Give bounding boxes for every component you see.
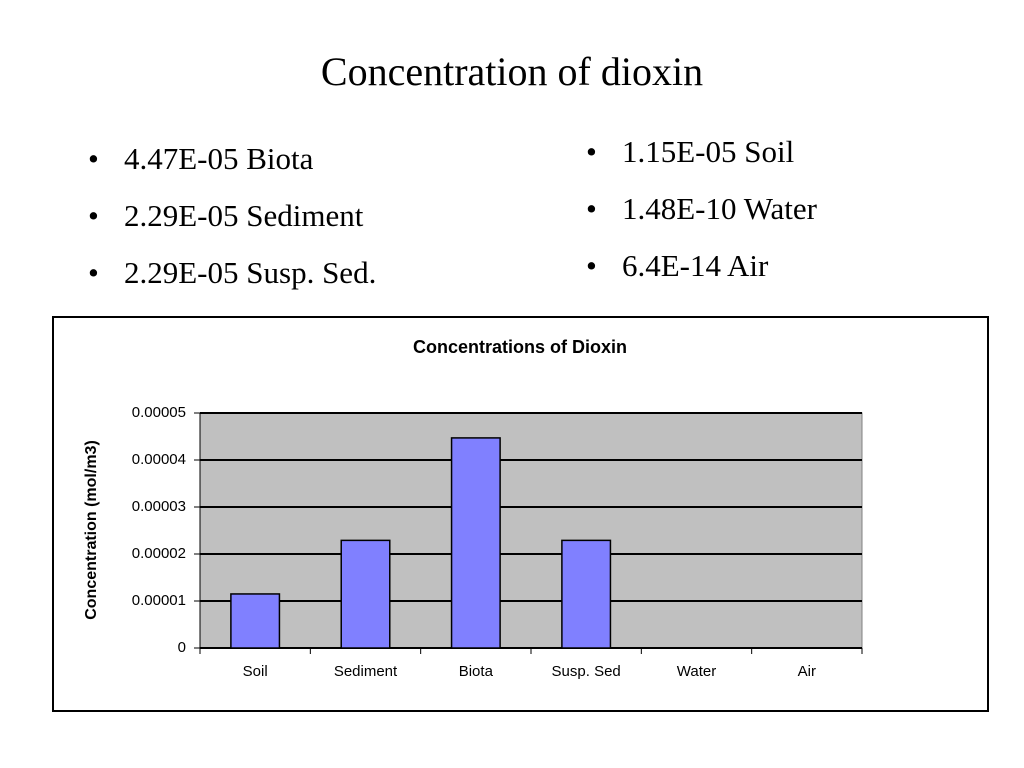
plot-area — [199, 412, 863, 649]
bar — [340, 539, 391, 649]
y-tick-label: 0.00004 — [132, 451, 186, 468]
x-tick-label: Water — [677, 663, 716, 680]
x-tick-label: Susp. Sed — [552, 663, 621, 680]
bar — [561, 539, 612, 649]
bullet: 2.29E-05 Sediment — [88, 187, 376, 244]
bullet: 2.29E-05 Susp. Sed. — [88, 244, 376, 301]
x-tick-label: Sediment — [334, 663, 398, 680]
bullet: 1.15E-05 Soil — [586, 123, 817, 180]
y-tick-label: 0.00003 — [132, 498, 186, 515]
bullet-list: 1.15E-05 Soil 1.48E-10 Water 6.4E-14 Air — [586, 123, 817, 294]
bar — [230, 593, 281, 649]
bullet: 6.4E-14 Air — [586, 237, 817, 294]
bullet-list: 4.47E-05 Biota 2.29E-05 Sediment 2.29E-0… — [88, 130, 376, 301]
x-tick-label: Air — [798, 663, 816, 680]
x-tick-label: Soil — [243, 663, 268, 680]
slide-title: Concentration of dioxin — [320, 49, 704, 94]
y-tick-label: 0.00002 — [132, 545, 186, 562]
bullet: 1.48E-10 Water — [586, 180, 817, 237]
y-axis-label: Concentration (mol/m3) — [83, 440, 100, 620]
y-tick-label: 0.00005 — [132, 404, 186, 421]
bar — [450, 437, 501, 649]
bullet: 4.47E-05 Biota — [88, 130, 376, 187]
chart-title: Concentrations of Dioxin — [413, 337, 627, 357]
x-tick-label: Biota — [459, 663, 494, 680]
y-tick-label: 0 — [178, 639, 186, 656]
y-tick-label: 0.00001 — [132, 592, 186, 609]
